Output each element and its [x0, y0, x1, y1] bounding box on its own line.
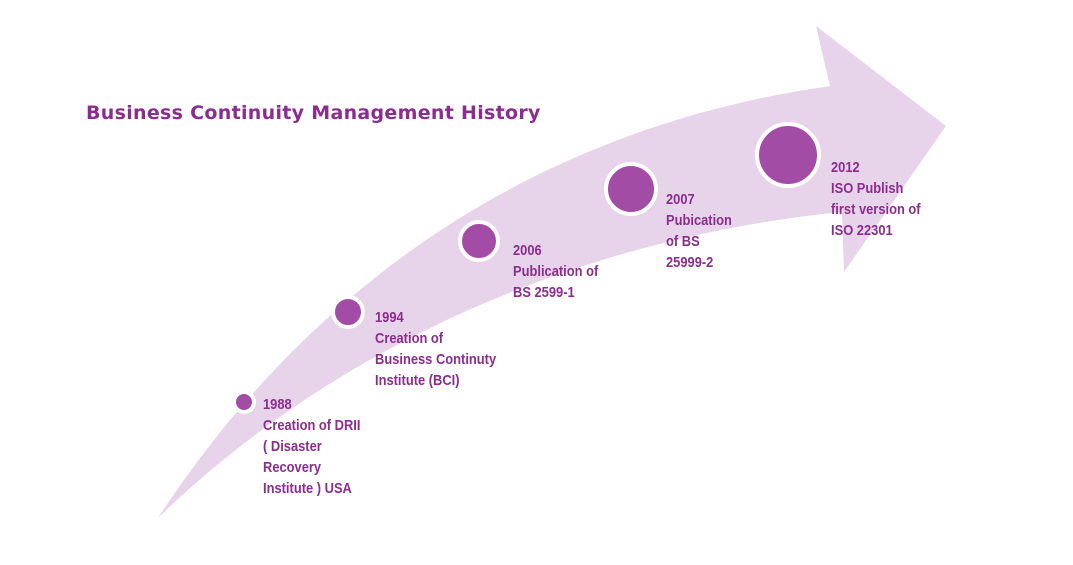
milestone-year: 2007	[666, 191, 695, 208]
arrow-body	[158, 26, 946, 518]
milestone-text: of BS	[666, 233, 700, 250]
milestone-label-2007: 2007 Pubication of BS 25999-2	[666, 189, 732, 273]
milestone-year: 1994	[375, 309, 404, 326]
milestone-label-1994: 1994 Creation of Business Continuty Inst…	[375, 307, 496, 391]
page-title: Business Continuity Management History	[86, 102, 541, 124]
milestone-text: BS 2599-1	[513, 284, 575, 301]
milestone-text: Publication of	[513, 263, 599, 280]
milestone-text: Institute ) USA	[263, 480, 352, 497]
milestone-year: 2012	[831, 159, 860, 176]
milestone-node-1994	[331, 295, 365, 329]
milestone-label-2012: 2012 ISO Publish first version of ISO 22…	[831, 157, 921, 241]
milestone-text: 25999-2	[666, 254, 714, 271]
milestone-node-1988	[232, 390, 256, 414]
milestone-year: 1988	[263, 396, 292, 413]
milestone-node-2012	[755, 122, 821, 188]
milestone-year: 2006	[513, 242, 542, 259]
milestone-text: Creation of DRII	[263, 417, 361, 434]
milestone-node-2007	[604, 162, 658, 216]
milestone-text: ( Disaster	[263, 438, 322, 455]
milestone-text: Pubication	[666, 212, 732, 229]
milestone-label-2006: 2006 Publication of BS 2599-1	[513, 240, 598, 303]
milestone-text: Creation of	[375, 330, 444, 347]
milestone-text: ISO 22301	[831, 222, 893, 239]
milestone-text: ISO Publish	[831, 180, 904, 197]
milestone-text: Business Continuty	[375, 351, 497, 368]
milestone-label-1988: 1988 Creation of DRII ( Disaster Recover…	[263, 394, 360, 499]
milestone-node-2006	[458, 220, 500, 262]
milestone-text: Institute (BCI)	[375, 372, 460, 389]
milestone-text: Recovery	[263, 459, 322, 476]
milestone-text: first version of	[831, 201, 921, 218]
